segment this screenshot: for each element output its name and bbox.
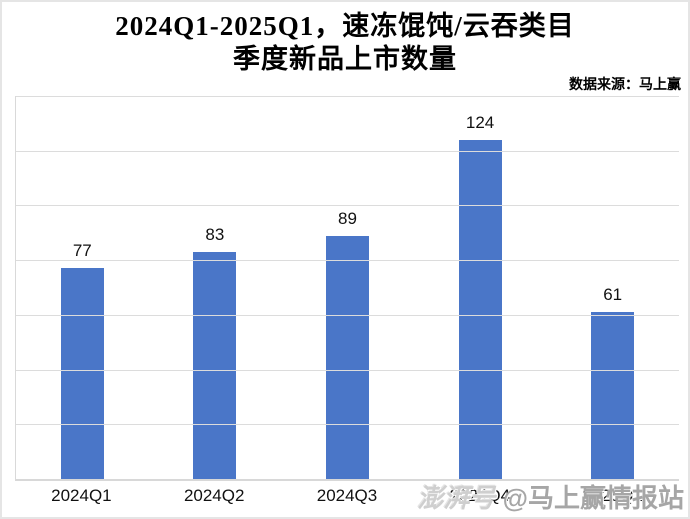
bar-value-label: 89 (338, 208, 357, 228)
bar-2024Q2 (193, 251, 237, 479)
data-source-note: 数据来源：马上赢 (569, 78, 681, 93)
bar-slot-2025Q1: 61 (546, 96, 679, 479)
x-tick-label-2024Q4: 2024Q4 (449, 486, 511, 505)
plot-area: 77 83 89 124 61 (15, 96, 679, 481)
gridline-120 (16, 150, 679, 152)
chart-title: 2024Q1-2025Q1，速冻馄饨/云吞类目 季度新品上市数量 (2, 10, 688, 76)
bar-series: 77 83 89 124 61 (16, 96, 679, 479)
bar-2024Q1 (60, 268, 104, 479)
bar-2024Q3 (325, 235, 369, 479)
x-axis: 2024Q1 2024Q2 2024Q3 2024Q4 2025Q1 (15, 486, 679, 506)
gridline-140 (16, 96, 679, 97)
bar-value-label: 77 (72, 241, 92, 261)
bar-2024Q4 (458, 139, 502, 479)
bar-slot-2024Q3: 89 (281, 96, 414, 479)
bar-slot-2024Q1: 77 (16, 96, 149, 479)
gridline-20 (16, 424, 679, 426)
x-tick-label-2024Q1: 2024Q1 (51, 486, 112, 505)
x-tick-label-2024Q2: 2024Q2 (183, 486, 245, 505)
bar-2025Q1 (591, 312, 635, 479)
x-tick-label-2024Q3: 2024Q3 (316, 486, 378, 505)
bar-value-label: 124 (465, 112, 495, 132)
bar-value-label: 83 (205, 224, 225, 244)
chart-title-line1: 2024Q1-2025Q1，速冻馄饨/云吞类目 (115, 11, 575, 41)
gridline-100 (16, 205, 679, 207)
bar-value-label: 61 (603, 285, 623, 305)
gridline-60 (16, 314, 679, 316)
bar-slot-2024Q2: 83 (149, 96, 282, 479)
gridline-40 (16, 369, 679, 371)
x-tick-label-2025Q1: 2025Q1 (582, 486, 643, 505)
chart-title-line2: 季度新品上市数量 (233, 44, 457, 74)
gridline-80 (16, 260, 679, 262)
bar-slot-2024Q4: 124 (414, 96, 547, 479)
